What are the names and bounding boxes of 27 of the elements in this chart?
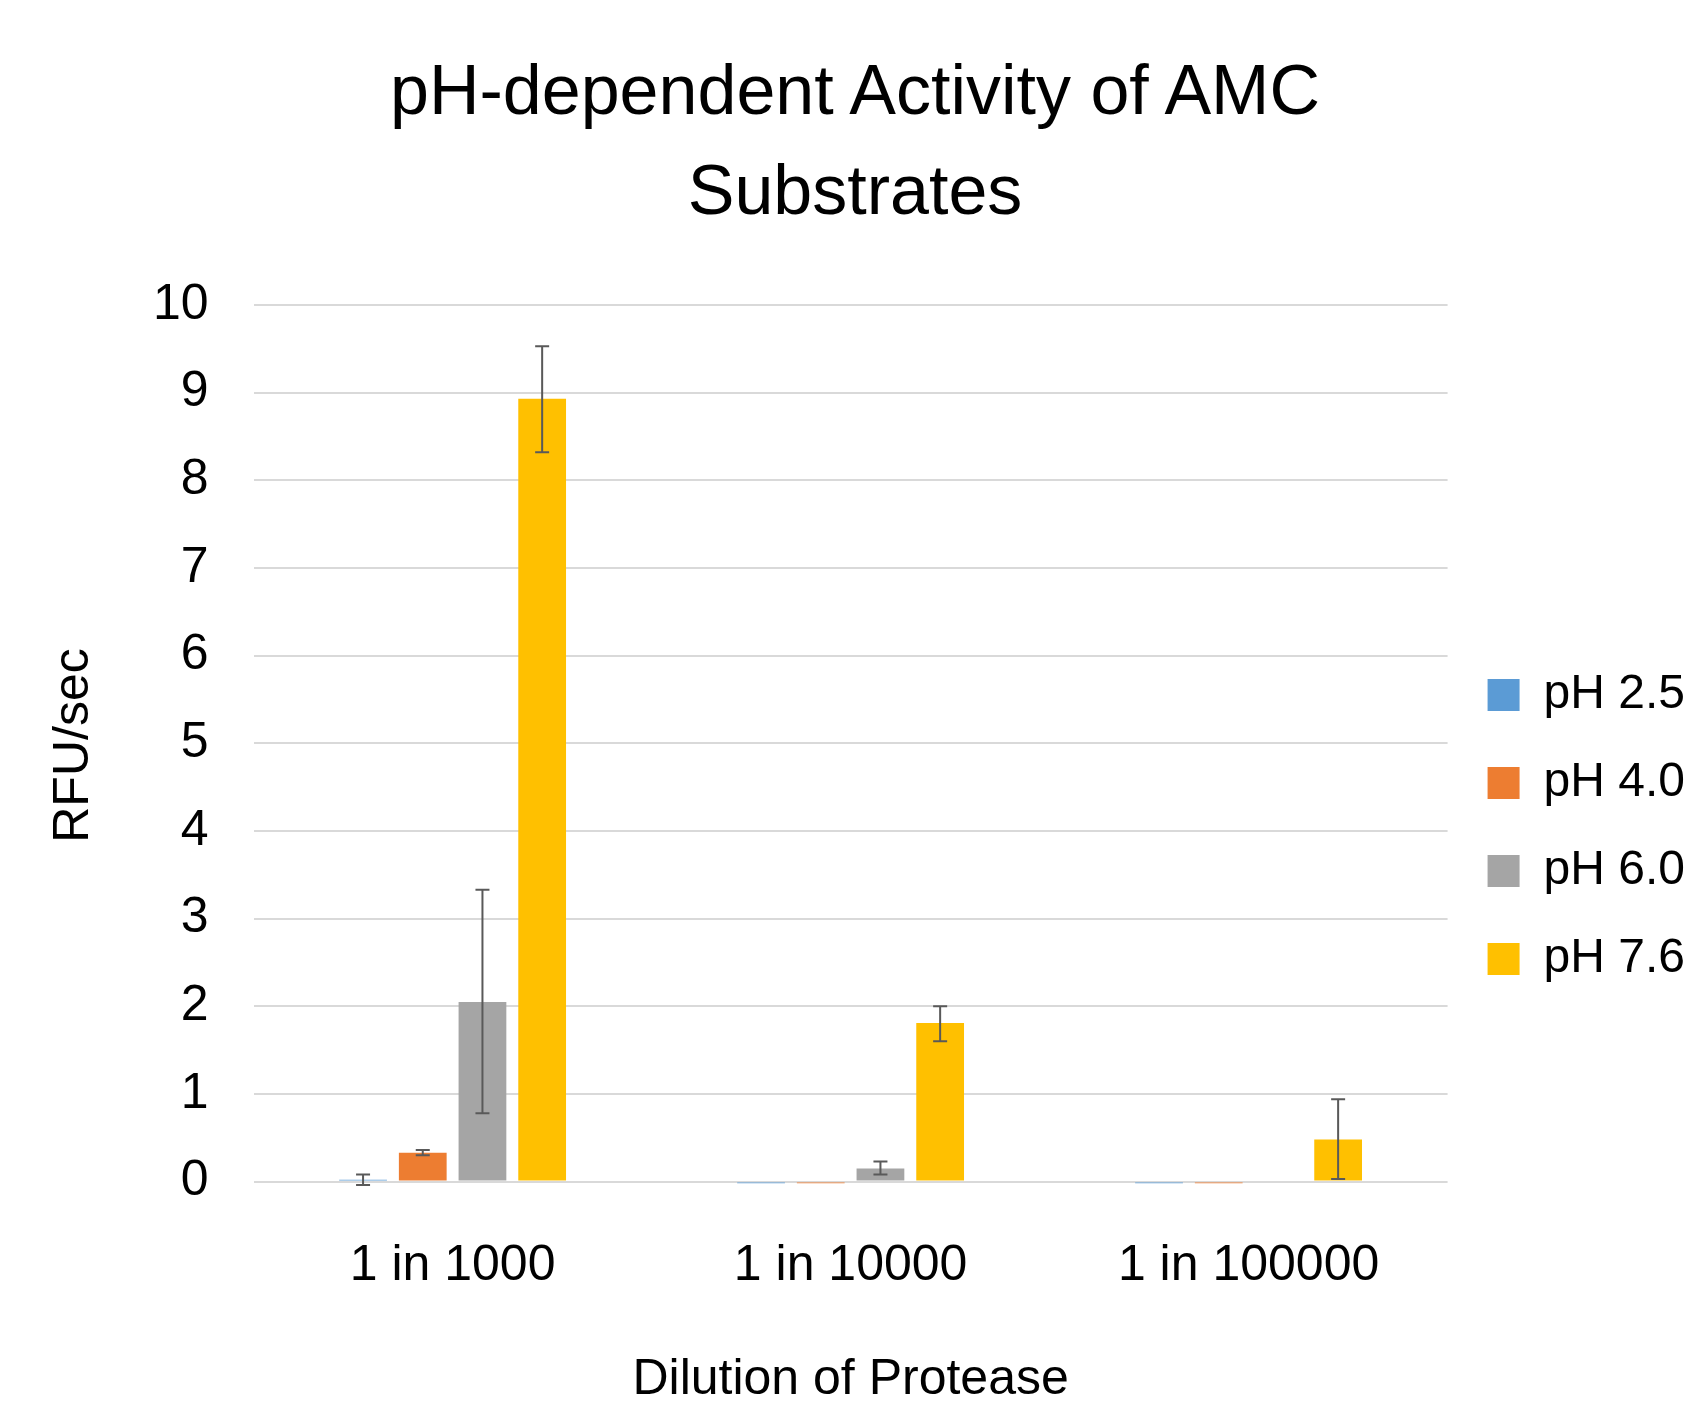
- y-tick-label: 9: [180, 361, 209, 418]
- legend-label: pH 4.0: [1543, 753, 1685, 807]
- bar: [398, 1152, 447, 1181]
- legend-label: pH 7.6: [1543, 929, 1685, 983]
- y-tick-label: 7: [180, 536, 209, 593]
- bar: [916, 1022, 965, 1181]
- bar: [1314, 1139, 1363, 1181]
- y-tick-label: 0: [180, 1150, 209, 1207]
- legend-label: pH 6.0: [1543, 841, 1685, 895]
- y-tick-label: 4: [180, 799, 209, 856]
- y-tick-label: 5: [180, 712, 209, 769]
- y-tick-label: 6: [180, 624, 209, 681]
- y-tick-label: 10: [152, 273, 209, 330]
- bar: [458, 1001, 507, 1181]
- y-tick-label: 8: [180, 449, 209, 506]
- bar: [518, 398, 567, 1181]
- x-tick-label: 1 in 10000: [733, 1234, 968, 1291]
- x-tick-label: 1 in 1000: [349, 1234, 556, 1291]
- y-tick-label: 1: [180, 1062, 209, 1119]
- y-axis-title: RFU/sec: [42, 648, 99, 843]
- y-tick-label: 2: [180, 975, 209, 1032]
- legend-label: pH 2.5: [1543, 665, 1685, 719]
- x-axis-title: Dilution of Protease: [632, 1348, 1069, 1405]
- y-tick-label: 3: [180, 887, 209, 944]
- x-tick-label: 1 in 100000: [1117, 1234, 1380, 1291]
- bar: [856, 1168, 905, 1181]
- chart-title: pH-dependent Activity of AMC Substrates: [389, 50, 1321, 231]
